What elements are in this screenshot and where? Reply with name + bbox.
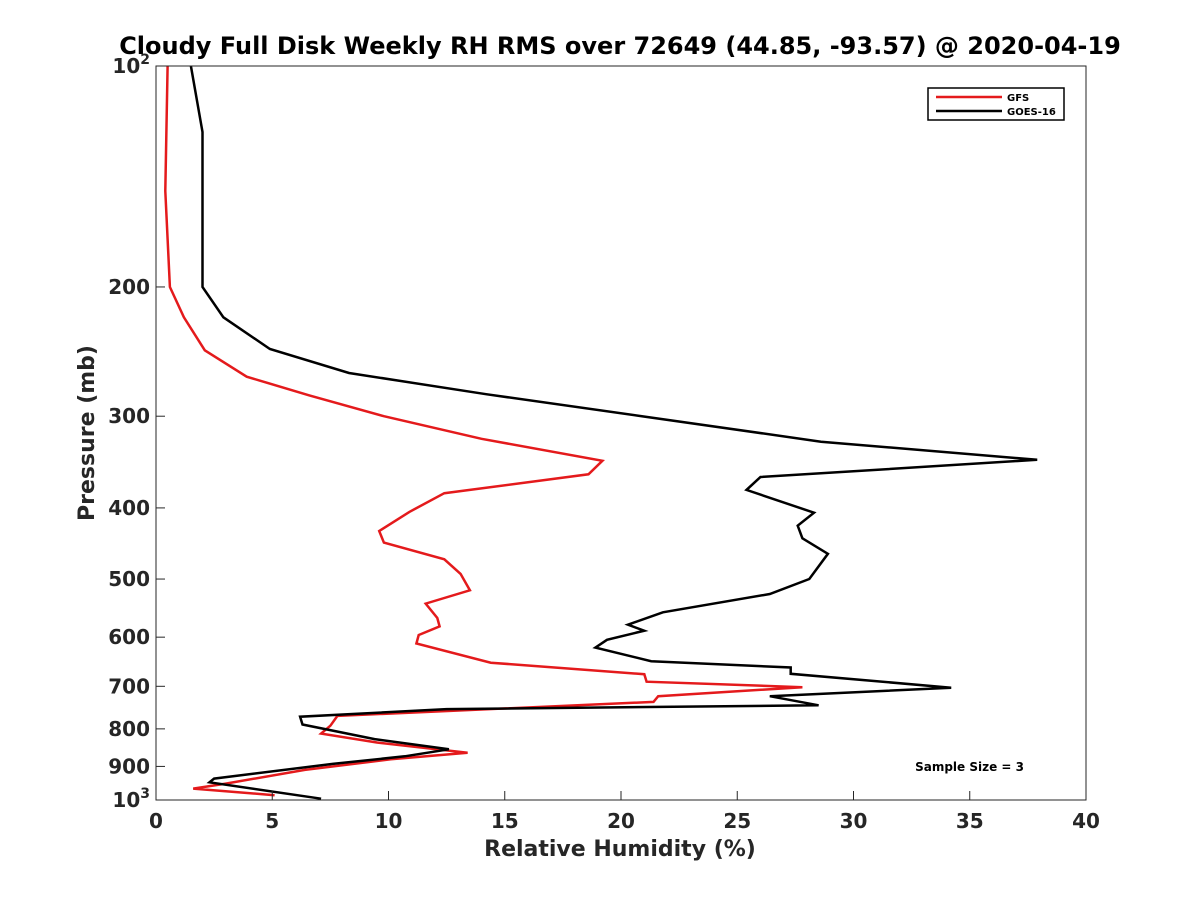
sample-size-annotation: Sample Size = 3 (915, 760, 1024, 774)
series-line-goes-16 (189, 65, 1038, 800)
x-tick-label: 35 (956, 809, 984, 833)
y-axis-label: Pressure (mb) (75, 345, 100, 521)
y-tick-label: 400 (108, 496, 150, 520)
legend-box (927, 87, 1065, 121)
legend-label-gfs: GFS (1007, 93, 1029, 104)
x-axis-label: Relative Humidity (%) (484, 837, 756, 862)
x-tick-label: 25 (723, 809, 751, 833)
y-tick-label: 102 (112, 52, 150, 78)
x-tick-label: 15 (491, 809, 519, 833)
series-line-gfs (164, 65, 803, 797)
y-tick-label: 103 (112, 786, 150, 812)
x-tick-label: 5 (265, 809, 279, 833)
x-tick-label: 40 (1072, 809, 1100, 833)
y-tick-label: 700 (108, 674, 150, 698)
y-tick-label: 300 (108, 404, 150, 428)
chart-title: Cloudy Full Disk Weekly RH RMS over 7264… (119, 32, 1121, 60)
x-tick-label: 0 (149, 809, 163, 833)
y-tick-label: 500 (108, 567, 150, 591)
y-axis: 102 200 300 400 500 600 700 800 900 103 (108, 52, 165, 812)
x-tick-label: 30 (840, 809, 868, 833)
legend-label-goes-16: GOES-16 (1007, 107, 1056, 118)
x-axis: 0 5 10 15 20 25 30 35 40 (149, 791, 1100, 833)
series-layer (164, 65, 1038, 800)
x-tick-label: 10 (375, 809, 403, 833)
y-tick-label: 800 (108, 717, 150, 741)
x-tick-label: 20 (607, 809, 635, 833)
y-tick-label: 200 (108, 275, 150, 299)
y-tick-label: 600 (108, 625, 150, 649)
legend: GFS GOES-16 (927, 87, 1065, 121)
y-tick-label: 900 (108, 754, 150, 778)
